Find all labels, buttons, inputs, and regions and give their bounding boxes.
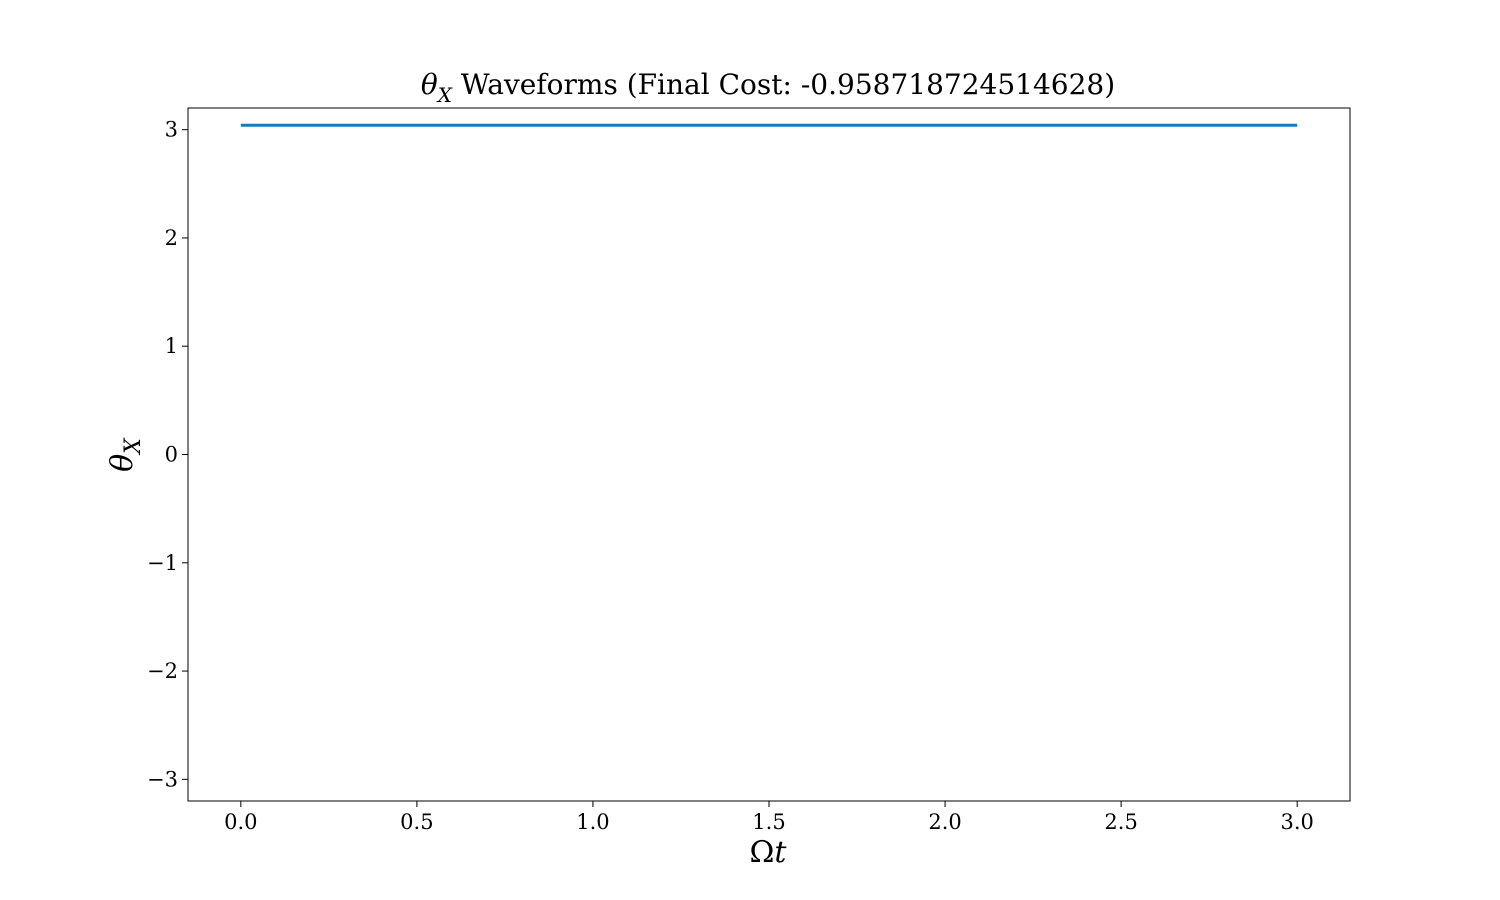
x-tick-label: 1.5 xyxy=(752,810,785,834)
y-tick-label: −1 xyxy=(147,551,178,575)
y-axis-label: θX xyxy=(105,437,146,472)
title-theta-symbol: θ xyxy=(421,68,438,101)
x-tick-label: 0.5 xyxy=(400,810,433,834)
x-axis-label: Ωt xyxy=(750,835,788,870)
y-axis-ticks: 3 2 1 0 −1 −2 −3 xyxy=(147,118,188,791)
y-tick-label: −3 xyxy=(147,767,178,791)
x-tick-label: 1.0 xyxy=(576,810,609,834)
title-subscript: X xyxy=(436,83,453,107)
y-axis-theta: θ xyxy=(105,454,140,472)
y-tick-label: −2 xyxy=(147,659,178,683)
x-axis-omega: Ω xyxy=(750,835,775,870)
y-tick-label: 0 xyxy=(165,443,178,467)
chart-title: θX Waveforms (Final Cost: -0.95871872451… xyxy=(421,68,1115,107)
x-tick-label: 2.5 xyxy=(1104,810,1137,834)
x-tick-label: 3.0 xyxy=(1280,810,1313,834)
x-tick-label: 0.0 xyxy=(224,810,257,834)
x-tick-label: 2.0 xyxy=(928,810,961,834)
y-tick-label: 3 xyxy=(165,118,178,142)
title-text: Waveforms (Final Cost: -0.95871872451462… xyxy=(452,68,1115,101)
y-tick-label: 2 xyxy=(165,226,178,250)
x-axis-ticks: 0.0 0.5 1.0 1.5 2.0 2.5 3.0 xyxy=(224,801,1314,834)
y-axis-subscript: X xyxy=(121,437,146,456)
x-axis-variable: t xyxy=(774,835,787,870)
y-tick-label: 1 xyxy=(165,334,178,358)
